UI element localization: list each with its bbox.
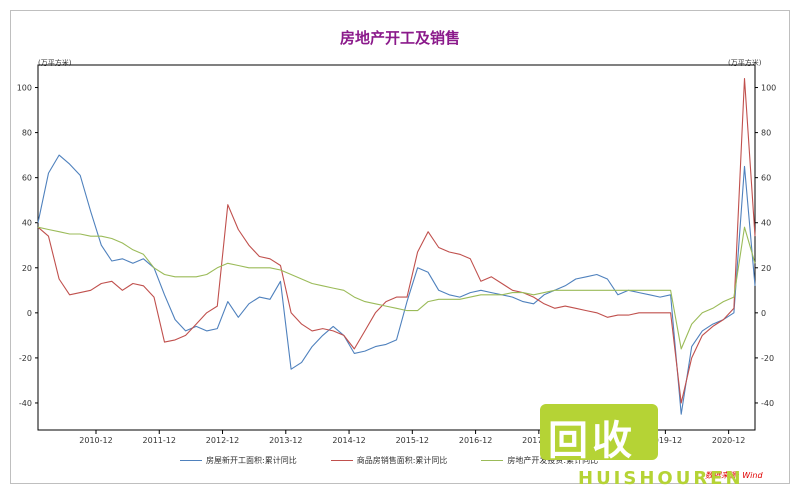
- x-tick-label: 2011-12: [143, 436, 176, 445]
- y-tick-label-left: 60: [22, 174, 32, 183]
- watermark-en-text: HUISHOUREN: [578, 468, 744, 489]
- y-tick-label-left: 0: [27, 309, 32, 318]
- watermark-box: [540, 404, 658, 460]
- y-tick-label-right: -20: [761, 354, 774, 363]
- y-tick-label-left: 40: [22, 219, 32, 228]
- x-tick-label: 2010-12: [79, 436, 112, 445]
- x-tick-label: 2020-12: [712, 436, 745, 445]
- y-tick-label-left: -20: [19, 354, 32, 363]
- plot-area-border: [37, 64, 756, 431]
- y-tick-label-left: 20: [22, 264, 32, 273]
- series-line-2: [37, 77, 756, 404]
- x-tick-label: 2013-12: [269, 436, 302, 445]
- x-tick-label: 2017-12: [522, 436, 555, 445]
- legend-label: 房地产开发投资:累计同比: [507, 456, 599, 465]
- x-tick-label: 2012-12: [206, 436, 239, 445]
- legend-swatch: [180, 460, 202, 461]
- legend-swatch: [330, 460, 353, 461]
- legend-item-sales-area: 商品房销售面积:累计同比: [330, 455, 448, 466]
- x-tick-label: 2015-12: [396, 436, 429, 445]
- y-tick-label-right: 100: [761, 84, 776, 93]
- x-tick-label: 2019-12: [649, 436, 682, 445]
- y-tick-label-right: 0: [761, 309, 766, 318]
- legend-item-new-construction: 房屋新开工面积:累计同比: [180, 455, 297, 466]
- chart-legend: 房屋新开工面积:累计同比 商品房销售面积:累计同比 房地产开发投资:累计同比: [180, 455, 598, 466]
- legend-label: 房屋新开工面积:累计同比: [206, 456, 297, 465]
- chart-title: 房地产开工及销售: [339, 29, 460, 47]
- y-tick-label-right: 40: [761, 219, 771, 228]
- y-tick-label-left: 100: [17, 84, 32, 93]
- legend-label: 商品房销售面积:累计同比: [356, 456, 448, 465]
- y-tick-label-right: 20: [761, 264, 771, 273]
- watermark-logo: 回收 HUISHOUREN: [540, 398, 750, 496]
- x-tick-label: 2014-12: [332, 436, 365, 445]
- legend-swatch: [481, 460, 504, 461]
- left-axis-unit: (万平方米): [38, 59, 72, 67]
- y-tick-label-right: 60: [761, 174, 771, 183]
- y-tick-label-right: 80: [761, 129, 771, 138]
- data-source-label: 数据来源: Wind: [705, 471, 763, 480]
- series-line-1: [37, 154, 756, 415]
- chart-frame: [10, 10, 790, 484]
- y-tick-label-left: 80: [22, 129, 32, 138]
- y-tick-label-left: -40: [19, 399, 32, 408]
- y-tick-label-right: -40: [761, 399, 774, 408]
- x-tick-label: 2016-12: [459, 436, 492, 445]
- right-axis-unit: (万平方米): [728, 59, 762, 67]
- series-line-3: [37, 226, 756, 350]
- legend-item-investment: 房地产开发投资:累计同比: [481, 455, 598, 466]
- watermark-cn-text: 回收: [548, 418, 636, 464]
